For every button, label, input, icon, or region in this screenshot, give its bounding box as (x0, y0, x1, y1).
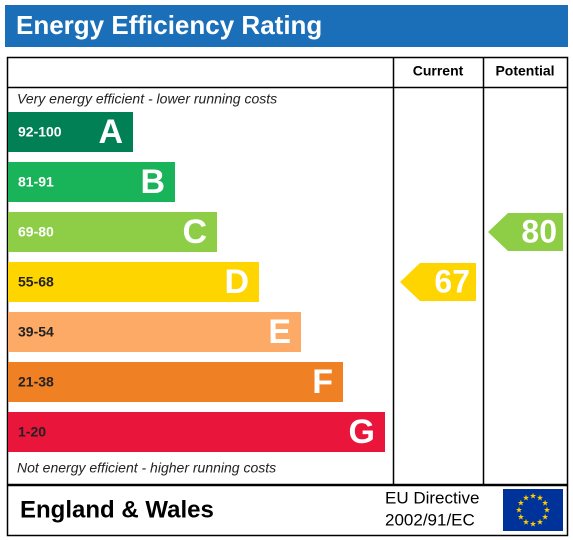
band-range: 55-68 (18, 274, 54, 290)
eu-star (542, 499, 549, 506)
band-range: 92-100 (18, 124, 62, 140)
table-frame (6, 56, 569, 486)
bottom-note: Not energy efficient - higher running co… (17, 460, 276, 476)
band-bar (8, 162, 175, 202)
eu-star (543, 506, 551, 513)
band-range: 21-38 (18, 374, 54, 390)
eu-star (542, 513, 549, 520)
potential-header: Potential (495, 63, 554, 79)
band-bar (8, 412, 385, 452)
eu-star (517, 513, 524, 520)
eu-star (536, 494, 544, 501)
band-letter: B (140, 163, 165, 201)
band-range: 69-80 (18, 224, 54, 240)
eu-star (536, 518, 544, 525)
band-range: 1-20 (18, 424, 46, 440)
potential-value: 80 (521, 213, 557, 249)
potential-arrow (488, 213, 563, 251)
eu-star (517, 499, 524, 506)
footer-region: England & Wales (20, 496, 214, 523)
band-bar (8, 212, 217, 252)
band-letter: E (268, 313, 291, 351)
band-bar (8, 312, 301, 352)
eu-star (522, 494, 530, 501)
band-letter: D (224, 263, 249, 301)
current-value: 67 (434, 263, 470, 299)
band-letter: G (349, 413, 375, 451)
band-bar (8, 362, 343, 402)
eu-star (522, 518, 530, 525)
band-bar (8, 262, 259, 302)
footer-frame (6, 484, 569, 537)
band-range: 81-91 (18, 174, 54, 190)
band-letter: F (312, 363, 333, 401)
band-bar (8, 112, 133, 152)
current-header: Current (413, 63, 464, 79)
title: Energy Efficiency Rating (16, 10, 322, 40)
current-arrow (400, 263, 476, 301)
footer-directive: 2002/91/EC (385, 510, 475, 529)
eu-star (529, 520, 537, 527)
footer-directive: EU Directive (385, 488, 479, 507)
band-letter: C (182, 213, 207, 251)
eu-star (529, 492, 537, 499)
band-range: 39-54 (18, 324, 54, 340)
eu-star (515, 506, 523, 513)
band-letter: A (98, 113, 123, 151)
title-bar (5, 5, 568, 47)
top-note: Very energy efficient - lower running co… (17, 91, 277, 107)
